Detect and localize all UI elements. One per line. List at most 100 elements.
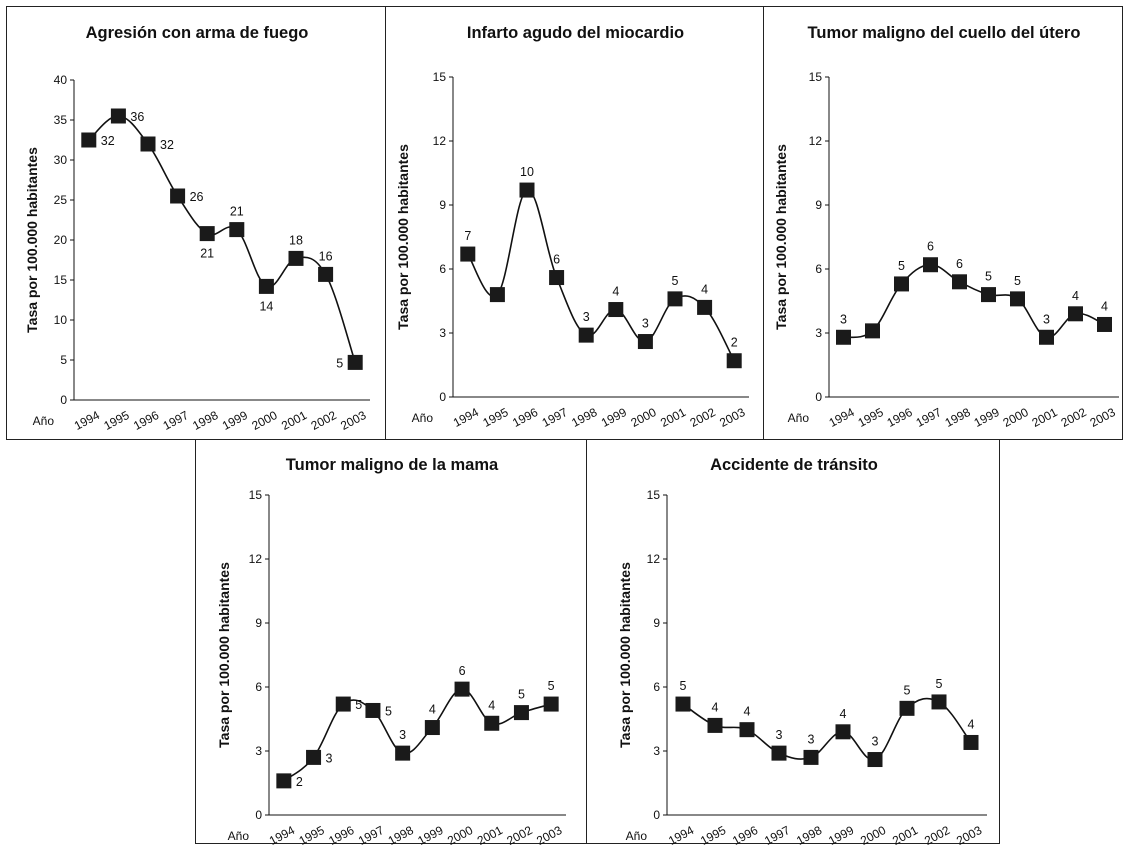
data-label: 4 (968, 717, 975, 731)
x-tick-label: 2002 (504, 823, 534, 845)
x-tick-label: 1999 (972, 405, 1002, 430)
y-tick-label: 6 (653, 680, 660, 694)
data-label: 4 (488, 698, 495, 712)
data-point-marker (931, 694, 947, 710)
data-label: 14 (259, 299, 273, 313)
x-tick-label: 2003 (1088, 405, 1118, 430)
y-axis-label: Tasa por 100.000 habitantes (216, 562, 232, 748)
y-tick-label: 9 (255, 616, 262, 630)
data-point-marker (697, 299, 713, 315)
y-tick-label: 15 (249, 488, 263, 502)
data-point-marker (667, 291, 683, 307)
y-tick-label: 12 (647, 552, 661, 566)
chart-svg: Infarto agudo del miocardio Tasa por 100.… (395, 24, 749, 430)
y-tick-label: 15 (647, 488, 661, 502)
y-tick-label: 0 (439, 390, 446, 404)
chart-svg: Accidente de tránsito Tasa por 100.000 ha… (617, 456, 987, 845)
data-label: 3 (399, 728, 406, 742)
data-point-marker (424, 720, 440, 736)
x-tick-label: 2003 (534, 823, 564, 845)
chart-panel-cuello-utero: Tumor maligno del cuello del útero Tasa p… (763, 6, 1123, 440)
y-axis-label: Tasa por 100.000 habitantes (395, 144, 411, 330)
x-tick-label: 1995 (856, 405, 886, 430)
data-point-marker (549, 270, 565, 286)
data-label: 4 (429, 703, 436, 717)
data-point-marker (489, 287, 505, 303)
chart-title: Accidente de tránsito (710, 456, 878, 474)
data-point-marker (513, 705, 529, 721)
x-tick-label: 1994 (666, 823, 696, 845)
data-point-marker (707, 717, 723, 733)
x-tick-label: 2000 (249, 408, 279, 433)
data-label: 3 (326, 751, 333, 765)
x-tick-label: 2002 (922, 823, 952, 845)
x-tick-label: 1999 (599, 405, 629, 430)
data-point-marker (318, 266, 334, 282)
x-tick-label: 1999 (415, 823, 445, 845)
data-label: 5 (385, 704, 392, 718)
x-tick-label: 1996 (131, 408, 161, 433)
data-label: 4 (1101, 299, 1108, 313)
x-tick-label: 2002 (309, 408, 339, 433)
data-point-marker (803, 749, 819, 765)
x-tick-label: 1995 (297, 823, 327, 845)
x-tick-label: 1995 (101, 408, 131, 433)
x-tick-label: 2003 (717, 405, 747, 430)
x-tick-label: 2000 (445, 823, 475, 845)
data-label: 4 (744, 705, 751, 719)
data-point-marker (484, 715, 500, 731)
data-point-marker (637, 334, 653, 350)
y-tick-label: 15 (433, 70, 447, 84)
y-tick-label: 3 (815, 326, 822, 340)
y-tick-label: 10 (54, 313, 68, 327)
x-tick-label: 2001 (890, 823, 920, 845)
x-tick-label: 1997 (540, 405, 570, 430)
x-tick-label: 1997 (161, 408, 191, 433)
x-tick-label: 2003 (954, 823, 984, 845)
series-line (682, 697, 972, 761)
y-tick-label: 0 (255, 808, 262, 822)
data-label: 6 (956, 257, 963, 271)
y-tick-label: 6 (255, 680, 262, 694)
data-point-marker (229, 222, 245, 238)
data-label: 4 (840, 707, 847, 721)
x-axis-label: Año (626, 829, 648, 843)
y-tick-label: 0 (815, 390, 822, 404)
data-label: 5 (355, 698, 362, 712)
data-label: 3 (642, 317, 649, 331)
data-point-marker (276, 773, 292, 789)
y-tick-label: 3 (439, 326, 446, 340)
y-axis-label: Tasa por 100.000 habitantes (617, 562, 633, 748)
y-tick-label: 40 (54, 73, 68, 87)
x-tick-label: 2002 (688, 405, 718, 430)
chart-svg: Tumor maligno de la mama Tasa por 100.000… (216, 456, 566, 845)
data-label: 36 (130, 110, 144, 124)
data-point-marker (894, 276, 909, 292)
x-tick-label: 1995 (480, 405, 510, 430)
data-point-marker (395, 745, 411, 761)
x-axis-label: Año (228, 829, 250, 843)
data-point-marker (578, 327, 594, 343)
data-point-marker (365, 702, 381, 718)
data-point-marker (952, 274, 967, 290)
y-tick-label: 9 (815, 198, 822, 212)
chart-title: Agresión con arma de fuego (86, 24, 309, 42)
x-axis-label: Año (788, 411, 810, 425)
data-label: 3 (1043, 312, 1050, 326)
x-axis-label: Año (412, 411, 434, 425)
chart-title: Tumor maligno del cuello del útero (808, 24, 1081, 42)
data-point-marker (543, 696, 559, 712)
data-label: 7 (464, 229, 471, 243)
data-point-marker (258, 278, 274, 294)
x-tick-label: 1999 (826, 823, 856, 845)
data-point-marker (739, 722, 755, 738)
data-label: 5 (518, 688, 525, 702)
chart-svg: Agresión con arma de fuego Tasa por 100.0… (24, 24, 370, 433)
data-label: 2 (731, 336, 738, 350)
y-tick-label: 9 (439, 198, 446, 212)
x-tick-label: 1998 (190, 408, 220, 433)
data-point-marker (306, 749, 322, 765)
chart-panel-agresion: Agresión con arma de fuego Tasa por 100.0… (6, 6, 386, 440)
x-tick-label: 1996 (730, 823, 760, 845)
data-label: 3 (583, 310, 590, 324)
